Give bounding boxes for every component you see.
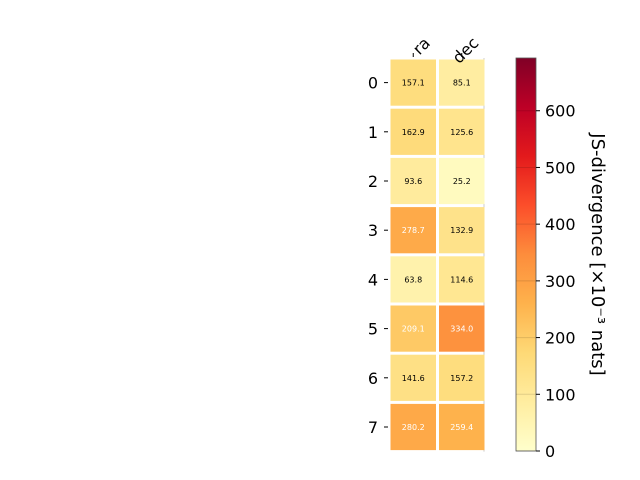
cell-value-label: 280.2: [402, 423, 425, 432]
colorbar-tick-label: 100: [545, 385, 576, 404]
heatmap-cell: [390, 108, 436, 155]
heatmap-cell: [390, 403, 436, 451]
colorbar-gradient: [515, 57, 537, 452]
cell-value-label: 63.8: [404, 275, 422, 284]
row-tick-label: 1: [368, 123, 378, 142]
colorbar-tick-label: 500: [545, 158, 576, 177]
heatmap-cell: [390, 256, 436, 303]
cell-value-label: 334.0: [450, 325, 473, 334]
cell-value-label: 157.1: [402, 79, 425, 88]
heatmap-grid: 157.1 85.1 162.9 125.6 93.6 25.2 278.7 132.9 63.…: [368, 33, 485, 452]
heatmap-cell: [390, 59, 436, 106]
heatmap-cell: [390, 354, 436, 401]
heatmap-cell: [439, 403, 485, 451]
colorbar-tick-label: 400: [545, 215, 576, 234]
colorbar-tick-label: 600: [545, 102, 576, 121]
row-tick-label: 5: [368, 320, 378, 339]
cell-value-label: 25.2: [453, 177, 471, 186]
cell-value-label: 259.4: [450, 423, 473, 432]
heatmap-cell: [439, 157, 485, 205]
heatmap-cell: [439, 207, 485, 254]
heatmap-cell: [390, 157, 436, 205]
cell-value-label: 132.9: [450, 226, 473, 235]
heatmap-cell: [439, 108, 485, 155]
column-tick-label: ra: [409, 33, 434, 58]
heatmap-cell: [439, 59, 485, 106]
heatmap-cell: [439, 305, 485, 352]
row-tick-label: 7: [368, 418, 378, 437]
heatmap-cell: [439, 354, 485, 401]
heatmap-cell: [390, 207, 436, 254]
cell-value-label: 157.2: [450, 374, 473, 383]
row-tick-label: 4: [368, 270, 378, 289]
heatmap-cell: [439, 256, 485, 303]
cell-value-label: 141.6: [402, 374, 425, 383]
cell-value-label: 162.9: [402, 128, 425, 137]
colorbar-label: JS-divergence [×10⁻³ nats]: [587, 132, 608, 375]
cell-value-label: 125.6: [450, 128, 473, 137]
cell-value-label: 85.1: [453, 79, 471, 88]
colorbar-tick-label: 200: [545, 329, 576, 348]
colorbar-tick-label: 300: [545, 272, 576, 291]
cell-value-label: 278.7: [402, 226, 425, 235]
colorbar: 0 100 200 300 400 500 600 JS-divergence [×10⁻³ …: [515, 57, 608, 461]
cell-value-label: 209.1: [402, 325, 425, 334]
row-tick-label: 6: [368, 369, 378, 388]
cell-value-label: 114.6: [450, 275, 473, 284]
heatmap-cell: [390, 305, 436, 352]
cell-value-label: 93.6: [404, 177, 422, 186]
row-tick-label: 2: [368, 172, 378, 191]
row-tick-label: 0: [368, 74, 378, 93]
row-tick-label: 3: [368, 221, 378, 240]
colorbar-tick-label: 0: [545, 442, 555, 461]
